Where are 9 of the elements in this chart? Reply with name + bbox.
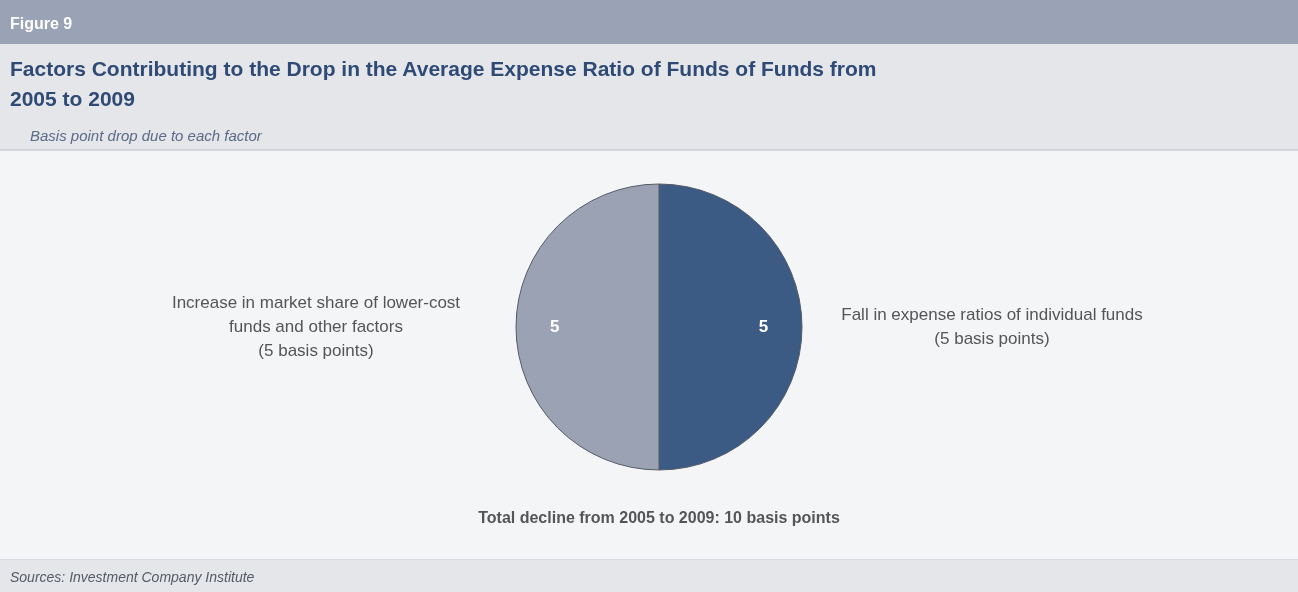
data-label: 5 (549, 317, 560, 336)
slice-label: Increase in market share of lower-cost funds and other factors (5 basis points) (171, 293, 461, 360)
data-label: 5 (758, 317, 769, 336)
chart-subtitle: Basis point drop due to each factor (30, 127, 263, 144)
chart-title: Factors Contributing to the Drop in the Average Expense Ratio of Funds of Funds from 2005 to 2009 (10, 57, 877, 110)
caption: Figure 9 (10, 15, 73, 32)
source-note: Sources: Investment Company Institute (10, 569, 255, 585)
text: Total decline from 2005 to 2009: 10 basis points (478, 509, 840, 526)
slice-label: Fall in expense ratios of individual funds (5 basis points) (841, 305, 1143, 348)
